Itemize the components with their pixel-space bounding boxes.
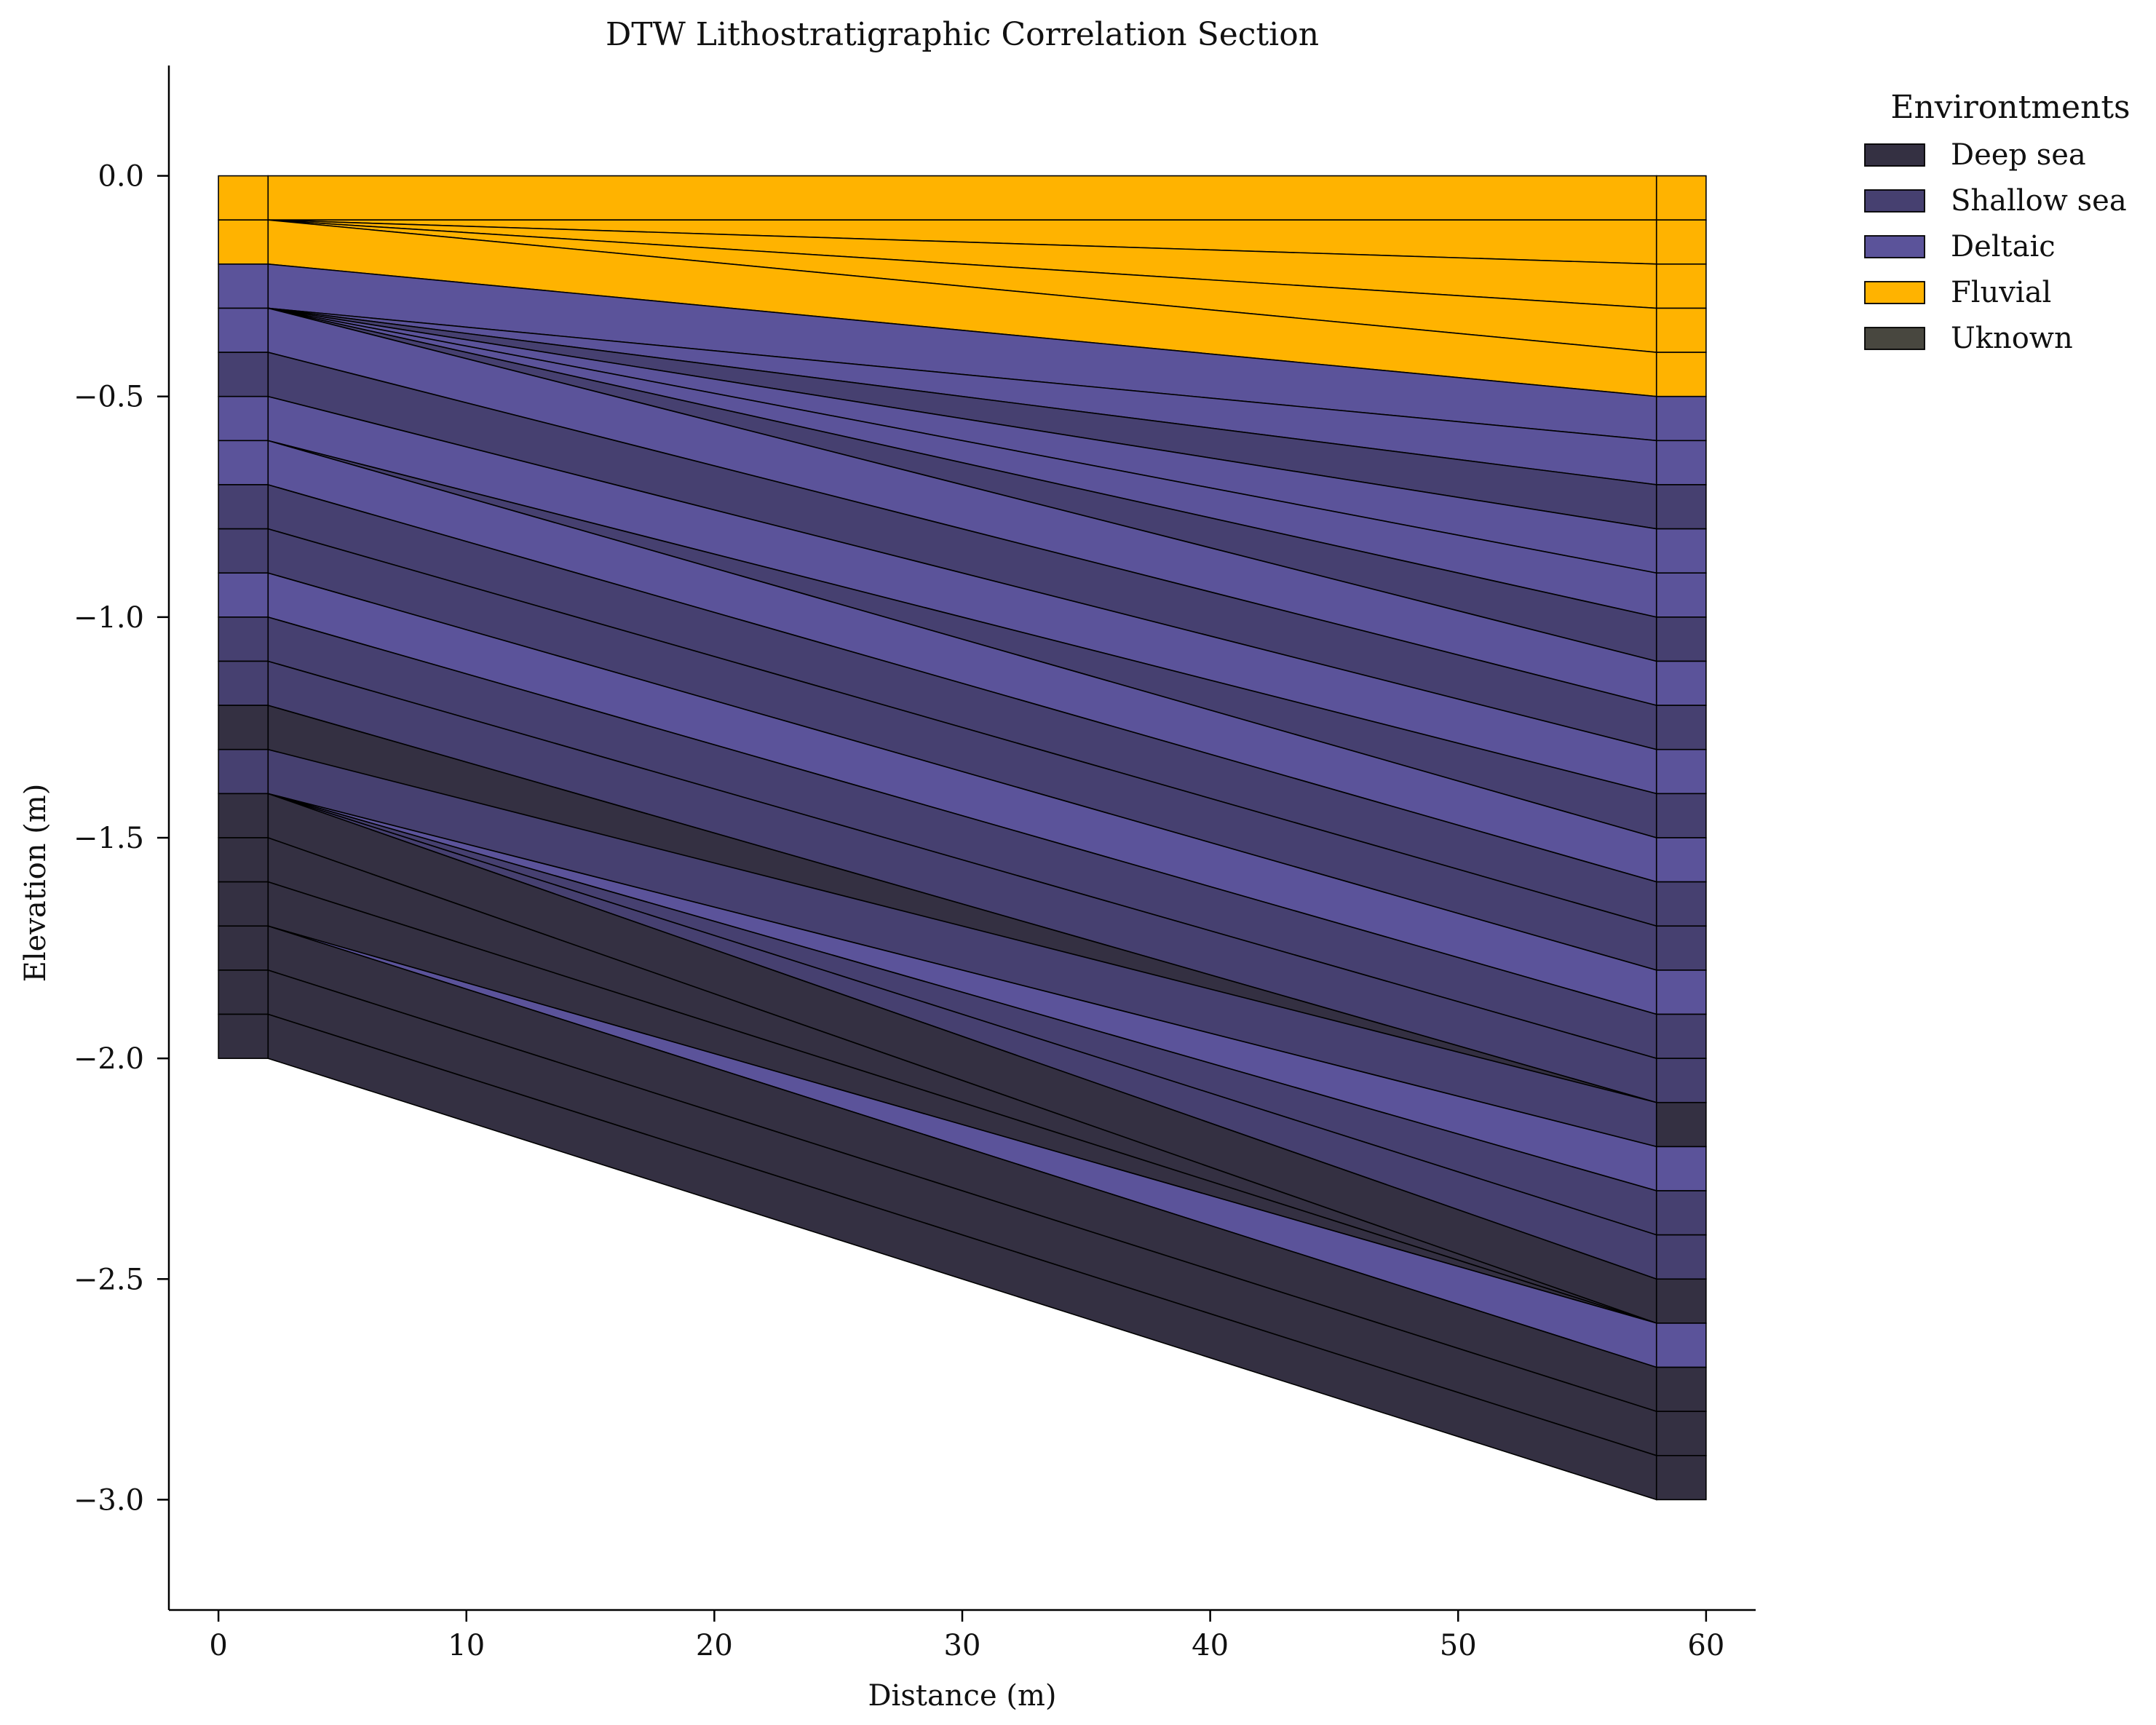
right-well-layer-20 — [1655, 1058, 1707, 1103]
right-well-layer-5 — [1655, 395, 1707, 442]
left-well-layer-16 — [218, 881, 269, 927]
x-tick-label: 50 — [1440, 1629, 1477, 1662]
legend: Environtments Deep sea Shallow sea Deltaic… — [1864, 89, 2131, 355]
y-tick-label: −1.5 — [74, 822, 144, 855]
left-well-layer-9 — [218, 572, 269, 618]
right-well-layer-21 — [1655, 1101, 1707, 1148]
left-well-layer-14 — [218, 793, 269, 838]
legend-swatch — [1864, 189, 1925, 213]
y-tick-label: −0.5 — [74, 381, 144, 414]
legend-swatch — [1864, 235, 1925, 258]
legend-entries: Deep sea Shallow sea Deltaic Fluvial Uknown — [1864, 138, 2127, 355]
y-tick-label: 0.0 — [98, 160, 144, 194]
legend-label: Deep sea — [1951, 138, 2086, 172]
right-well-layer-15 — [1655, 837, 1707, 883]
y-tick-label: −3.0 — [74, 1483, 144, 1517]
right-well-layer-0 — [1655, 175, 1707, 221]
legend-title: Environtments — [1890, 89, 2130, 126]
right-well-layer-8 — [1655, 528, 1707, 574]
x-tick-label: 40 — [1192, 1629, 1229, 1662]
y-tick-label: −2.5 — [74, 1263, 144, 1296]
right-well-layer-3 — [1655, 307, 1707, 353]
y-axis-label: Elevation (m) — [19, 784, 52, 983]
right-well-layer-2 — [1655, 263, 1707, 309]
right-well-layer-22 — [1655, 1146, 1707, 1191]
right-well-layer-14 — [1655, 793, 1707, 838]
right-well-layer-18 — [1655, 969, 1707, 1015]
legend-label: Uknown — [1951, 322, 2073, 355]
x-tick-label: 0 — [209, 1629, 227, 1662]
left-well-layer-19 — [218, 1013, 269, 1059]
legend-swatch — [1864, 327, 1925, 350]
legend-label: Fluvial — [1951, 276, 2051, 309]
right-well-layer-25 — [1655, 1278, 1707, 1324]
legend-label: Deltaic — [1951, 230, 2056, 263]
right-well-layer-7 — [1655, 484, 1707, 530]
x-tick-label: 10 — [448, 1629, 485, 1662]
right-well-layer-27 — [1655, 1366, 1707, 1412]
right-well-layer-10 — [1655, 616, 1707, 662]
left-well-layer-6 — [218, 440, 269, 485]
right-well-layer-23 — [1655, 1190, 1707, 1236]
right-well-layer-29 — [1655, 1455, 1707, 1501]
legend-label: Shallow sea — [1951, 184, 2127, 218]
legend-swatch — [1864, 143, 1925, 167]
left-well-layer-5 — [218, 395, 269, 442]
left-well-layer-13 — [218, 748, 269, 795]
well-columns — [218, 175, 1707, 1501]
right-well-layer-11 — [1655, 660, 1707, 706]
left-well-layer-15 — [218, 837, 269, 883]
left-well-layer-4 — [218, 352, 269, 397]
right-well-layer-26 — [1655, 1322, 1707, 1368]
y-tick-label: −2.0 — [74, 1042, 144, 1076]
right-well-layer-19 — [1655, 1013, 1707, 1059]
right-well-layer-17 — [1655, 925, 1707, 971]
left-well-layer-17 — [218, 925, 269, 971]
right-well-layer-13 — [1655, 748, 1707, 795]
correlation-bands — [267, 175, 1657, 1501]
x-tick-label: 30 — [944, 1629, 981, 1662]
right-well-layer-6 — [1655, 440, 1707, 485]
right-well-layer-16 — [1655, 881, 1707, 927]
x-ticks: 0 10 20 30 40 50 60 — [209, 1610, 1724, 1662]
left-well-layer-1 — [218, 219, 269, 265]
left-well-layer-0 — [218, 175, 269, 221]
right-well-layer-12 — [1655, 705, 1707, 750]
right-well-layer-28 — [1655, 1411, 1707, 1456]
right-well-layer-4 — [1655, 352, 1707, 397]
x-tick-label: 20 — [696, 1629, 733, 1662]
left-well-layer-8 — [218, 528, 269, 574]
left-well-layer-3 — [218, 307, 269, 353]
right-well-layer-24 — [1655, 1234, 1707, 1280]
left-well-layer-2 — [218, 263, 269, 309]
left-well-layer-7 — [218, 484, 269, 530]
x-axis-label: Distance (m) — [868, 1679, 1056, 1713]
left-well-layer-10 — [218, 616, 269, 662]
x-tick-label: 60 — [1687, 1629, 1724, 1662]
left-well-layer-12 — [218, 705, 269, 750]
y-tick-label: −1.0 — [74, 601, 144, 635]
legend-swatch — [1864, 281, 1925, 304]
left-well-layer-18 — [218, 969, 269, 1015]
right-well-layer-9 — [1655, 572, 1707, 618]
right-well-layer-1 — [1655, 219, 1707, 265]
left-well-layer-11 — [218, 660, 269, 706]
correlation-band-0 — [267, 175, 1657, 221]
chart-title: DTW Lithostratigraphic Correlation Secti… — [606, 16, 1319, 53]
y-ticks: 0.0 −0.5 −1.0 −1.5 −2.0 −2.5 −3.0 — [74, 160, 169, 1517]
